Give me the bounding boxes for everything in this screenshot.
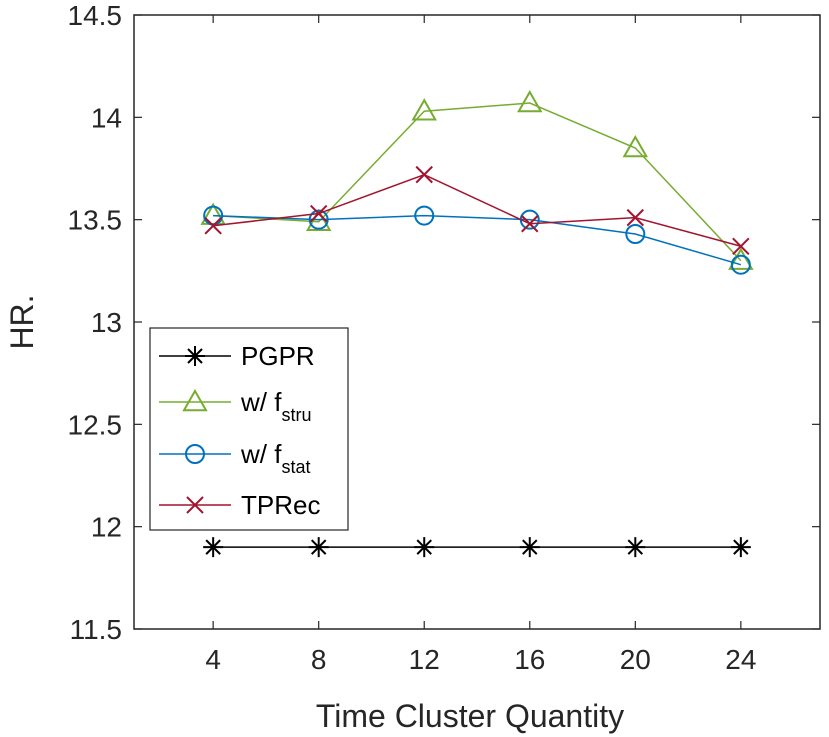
legend-label: w/ fstru <box>240 387 311 425</box>
x-tick-label: 8 <box>311 644 327 675</box>
x-axis-title: Time Cluster Quantity <box>316 698 624 734</box>
legend-item: TPRec <box>159 490 320 520</box>
data-point <box>308 209 329 230</box>
y-tick-label: 13 <box>91 307 122 338</box>
y-tick-label: 12.5 <box>68 409 123 440</box>
x-axis: 4 8 12 16 20 24 <box>205 15 756 675</box>
data-point <box>517 89 543 113</box>
marker-stroke <box>732 237 750 255</box>
data-point <box>730 254 751 275</box>
data-point <box>519 537 540 558</box>
data-point <box>728 247 754 270</box>
marker-shape <box>185 444 205 464</box>
data-point <box>308 537 329 558</box>
data-point <box>626 208 645 227</box>
data-point <box>730 537 751 558</box>
marker-stroke <box>205 539 221 555</box>
legend-box <box>149 327 349 531</box>
series-3 <box>204 165 750 255</box>
marker-shape <box>414 205 435 226</box>
legend-label-sub: stat <box>281 457 310 477</box>
series-line <box>213 173 742 247</box>
data-point <box>203 537 224 558</box>
data-point <box>415 165 433 184</box>
series-1 <box>200 89 754 270</box>
marker-shape <box>411 98 437 121</box>
series-0 <box>203 537 751 558</box>
legend-label-main: w/ f <box>240 439 282 469</box>
marker-stroke <box>204 217 222 235</box>
marker-stroke <box>309 204 328 223</box>
x-tick-label: 16 <box>514 644 545 675</box>
legend-label: w/ fstat <box>240 439 310 477</box>
legend-label-main: w/ f <box>240 387 282 417</box>
marker-stroke <box>415 165 433 184</box>
data-point <box>521 215 539 233</box>
marker-shape <box>625 223 646 244</box>
marker-shape <box>182 388 208 412</box>
marker-shape <box>622 135 649 158</box>
x-tick-label: 4 <box>205 644 221 675</box>
marker-shape <box>728 247 754 270</box>
marker-stroke <box>626 208 645 227</box>
y-tick-label: 13.5 <box>68 205 123 236</box>
x-tick-label: 12 <box>409 644 440 675</box>
marker-stroke <box>310 539 327 555</box>
marker-stroke <box>522 539 538 555</box>
legend-item: w/ fstru <box>159 387 311 425</box>
data-point <box>204 217 222 235</box>
data-point <box>411 98 437 121</box>
y-tick-label: 11.5 <box>70 614 122 645</box>
legend-label: PGPR <box>241 341 315 371</box>
marker-stroke <box>733 539 749 555</box>
marker-stroke <box>186 496 204 514</box>
legend-item: PGPR <box>159 341 315 371</box>
y-axis: 11.5 12 12.5 13 13.5 14 14.5 <box>68 0 820 645</box>
marker-stroke <box>187 348 203 364</box>
legend-marker <box>185 444 205 464</box>
marker-shape <box>308 209 329 230</box>
data-point <box>309 204 328 223</box>
series-line <box>213 214 742 266</box>
legend-marker <box>182 388 208 412</box>
data-point <box>625 537 646 558</box>
data-point <box>414 537 435 558</box>
data-point <box>414 205 435 226</box>
y-tick-label: 14.5 <box>68 0 123 31</box>
series-line <box>213 102 742 262</box>
data-point <box>625 223 646 244</box>
legend-marker <box>186 496 204 514</box>
series-layer <box>200 89 754 558</box>
y-axis-title: HR. <box>4 294 40 349</box>
x-tick-label: 20 <box>620 644 651 675</box>
marker-stroke <box>521 215 539 233</box>
x-tick-label: 24 <box>725 644 756 675</box>
data-point <box>622 135 649 158</box>
legend-marker <box>185 346 205 366</box>
marker-shape <box>730 254 751 275</box>
y-tick-label: 14 <box>91 102 122 133</box>
marker-shape <box>517 89 543 113</box>
marker-stroke <box>416 539 432 555</box>
marker-stroke <box>627 539 644 555</box>
legend-label-sub: stru <box>281 405 311 425</box>
legend-item: w/ fstat <box>159 439 310 477</box>
series-2 <box>203 205 751 275</box>
legend-label: TPRec <box>241 490 320 520</box>
data-point <box>732 237 750 255</box>
y-tick-label: 12 <box>91 512 122 543</box>
